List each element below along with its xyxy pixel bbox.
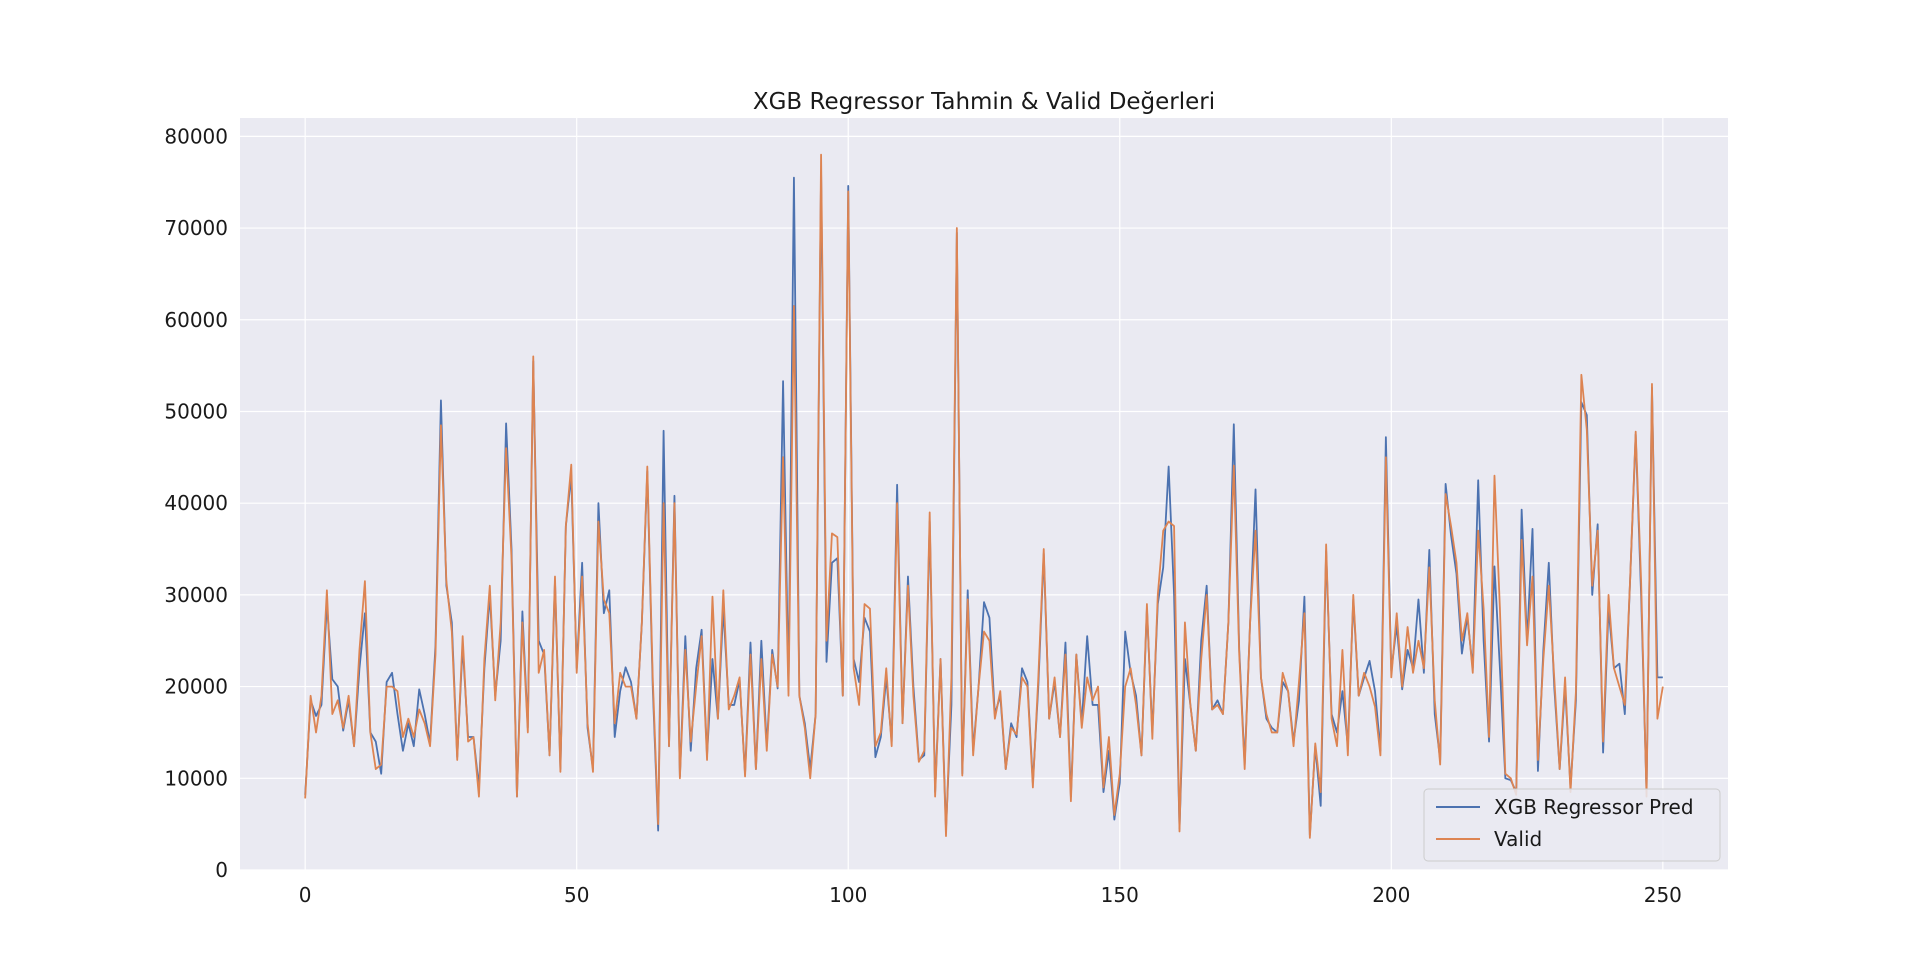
y-tick-labels: 0 10000 20000 30000 40000 50000 60000 70000 8000…: [164, 124, 228, 882]
gridlines: [240, 118, 1728, 871]
y-tick-label: 30000: [164, 583, 228, 607]
x-tick-label: 250: [1644, 883, 1682, 907]
y-tick-label: 10000: [164, 766, 228, 790]
x-tick-label: 0: [299, 883, 312, 907]
legend-label-xgb-regressor-pred: XGB Regressor Pred: [1494, 795, 1694, 819]
x-tick-label: 50: [564, 883, 589, 907]
x-tick-label: 100: [829, 883, 867, 907]
x-tick-label: 150: [1101, 883, 1139, 907]
legend-label-valid: Valid: [1494, 827, 1542, 851]
y-tick-label: 20000: [164, 675, 228, 699]
y-tick-label: 40000: [164, 491, 228, 515]
y-tick-label: 50000: [164, 399, 228, 423]
y-tick-label: 60000: [164, 308, 228, 332]
chart-title: XGB Regressor Tahmin & Valid Değerleri: [753, 89, 1215, 115]
series-lines: [304, 153, 1664, 839]
legend-box: [1423, 788, 1721, 862]
x-tick-label: 200: [1372, 883, 1410, 907]
y-tick-label: 80000: [164, 124, 228, 148]
x-tick-labels: 0 50 100 150 200 250: [299, 883, 1682, 907]
legend: XGB Regressor Pred Valid: [1423, 788, 1721, 862]
series-line-valid: [304, 153, 1664, 839]
y-tick-label: 0: [215, 858, 228, 882]
plot-area: [240, 118, 1728, 870]
y-tick-label: 70000: [164, 216, 228, 240]
